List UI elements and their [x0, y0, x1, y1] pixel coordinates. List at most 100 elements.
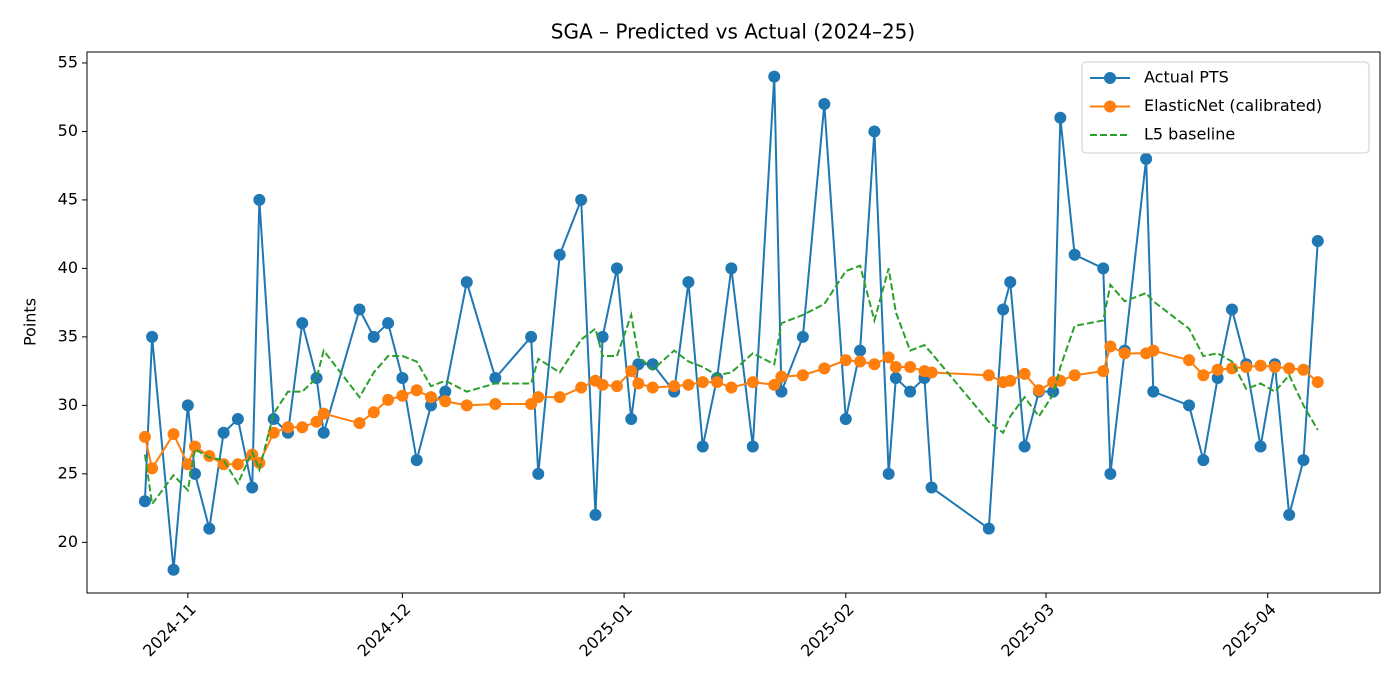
data-point	[382, 393, 395, 406]
data-point	[796, 330, 809, 343]
data-point	[725, 262, 738, 275]
data-point	[997, 303, 1010, 316]
data-point	[982, 369, 995, 382]
data-point	[668, 380, 681, 393]
data-point	[146, 330, 159, 343]
data-point	[1211, 371, 1224, 384]
data-point	[439, 385, 452, 398]
data-point	[424, 399, 437, 412]
data-point	[181, 399, 194, 412]
x-tick-label: 2025-03	[997, 600, 1058, 661]
data-point	[1283, 362, 1296, 375]
data-point	[1225, 303, 1238, 316]
data-point	[925, 366, 938, 379]
data-point	[682, 276, 695, 289]
data-point	[625, 413, 638, 426]
data-point	[925, 481, 938, 494]
data-point	[711, 376, 724, 389]
data-point	[1097, 365, 1110, 378]
data-point	[203, 522, 216, 535]
legend: Actual PTS ElasticNet (calibrated) L5 base…	[1081, 61, 1370, 154]
data-point	[1183, 354, 1196, 367]
data-point	[882, 351, 895, 364]
data-point	[167, 428, 180, 441]
data-point	[439, 395, 452, 408]
data-point	[310, 415, 323, 428]
data-point	[1104, 467, 1117, 480]
y-tick-label: 35	[58, 326, 78, 345]
data-point	[267, 413, 280, 426]
x-tick-label: 2025-04	[1219, 600, 1280, 661]
data-point	[246, 481, 259, 494]
data-point	[367, 330, 380, 343]
data-point	[1311, 376, 1324, 389]
y-axis-label: Points	[21, 298, 40, 346]
data-point	[1097, 262, 1110, 275]
data-point	[1183, 399, 1196, 412]
data-point	[632, 377, 645, 390]
data-point	[904, 361, 917, 374]
data-point	[1140, 152, 1153, 165]
data-point	[818, 362, 831, 375]
data-point	[1018, 367, 1031, 380]
data-point	[596, 330, 609, 343]
data-point	[281, 421, 294, 434]
data-point	[775, 370, 788, 383]
data-point	[146, 462, 159, 475]
y-tick-label: 50	[58, 121, 78, 140]
data-point	[746, 376, 759, 389]
data-point	[610, 262, 623, 275]
data-point	[696, 440, 709, 453]
data-point	[725, 381, 738, 394]
y-tick-label: 20	[58, 532, 78, 551]
series-line	[143, 264, 1319, 507]
data-point	[1147, 344, 1160, 357]
data-point	[818, 98, 831, 111]
data-point	[868, 358, 881, 371]
data-point	[267, 426, 280, 439]
data-point	[1147, 385, 1160, 398]
data-point	[1054, 111, 1067, 124]
data-point	[217, 458, 230, 471]
y-tick-label: 40	[58, 258, 78, 277]
data-point	[367, 406, 380, 419]
data-point	[1297, 454, 1310, 467]
data-point	[353, 417, 366, 430]
x-tick-label: 2024-12	[354, 600, 415, 661]
x-tick-label: 2025-01	[575, 600, 636, 661]
data-point	[589, 508, 602, 521]
data-point	[382, 317, 395, 330]
data-point	[410, 454, 423, 467]
data-point	[532, 467, 545, 480]
data-point	[525, 330, 538, 343]
legend-label: Actual PTS	[1144, 68, 1229, 87]
data-point	[839, 413, 852, 426]
data-point	[610, 380, 623, 393]
data-point	[1197, 369, 1210, 382]
data-point	[138, 430, 151, 443]
data-point	[868, 125, 881, 138]
data-point	[1211, 363, 1224, 376]
legend-label: L5 baseline	[1144, 125, 1235, 144]
y-tick-label: 55	[58, 52, 78, 71]
data-point	[839, 354, 852, 367]
data-point	[231, 413, 244, 426]
data-point	[796, 369, 809, 382]
data-point	[889, 361, 902, 374]
data-point	[489, 371, 502, 384]
data-point	[575, 193, 588, 206]
data-point	[253, 193, 266, 206]
data-point	[1068, 369, 1081, 382]
plot-frame	[86, 51, 1381, 594]
data-point	[1047, 385, 1060, 398]
data-point	[317, 426, 330, 439]
data-point	[904, 385, 917, 398]
data-point	[203, 450, 216, 463]
legend-box	[1081, 61, 1370, 154]
data-point	[746, 440, 759, 453]
y-tick-label: 25	[58, 463, 78, 482]
data-point	[460, 276, 473, 289]
data-point	[296, 421, 309, 434]
y-tick-label: 45	[58, 189, 78, 208]
